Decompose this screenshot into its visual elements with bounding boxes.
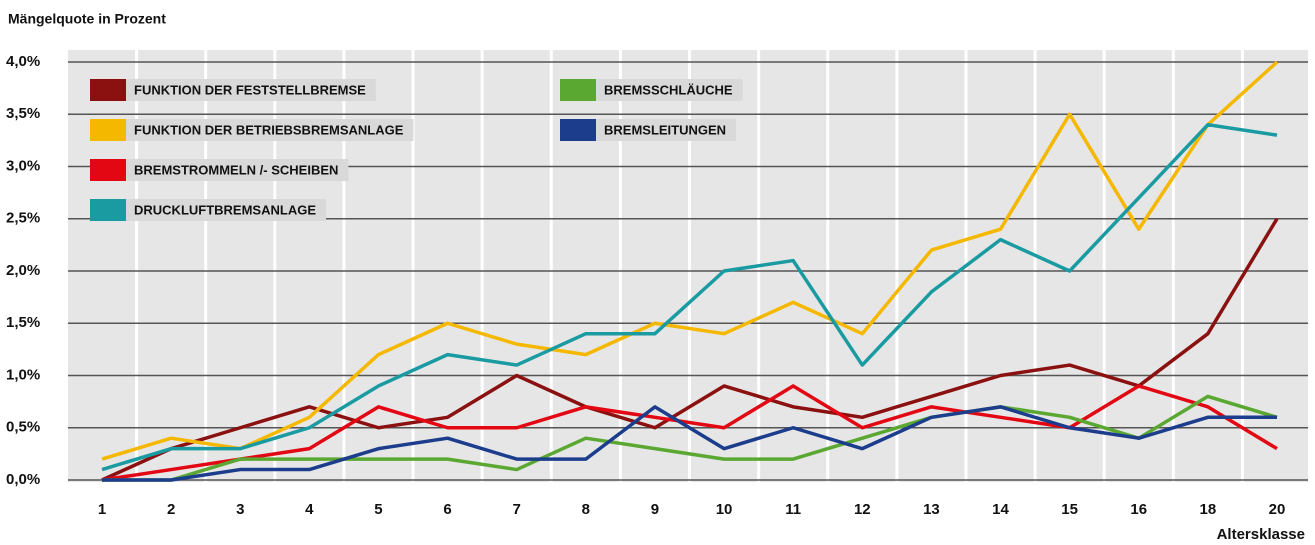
x-tick-label: 15 — [1061, 501, 1078, 518]
y-tick-label: 0,0% — [6, 471, 40, 488]
x-tick-label: 18 — [1200, 501, 1217, 518]
legend-label: FUNKTION DER BETRIEBSBREMSANLAGE — [134, 122, 404, 137]
legend-item: BREMSSCHLÄUCHE — [560, 79, 743, 101]
series-line — [102, 405, 1277, 482]
legend-item: DRUCKLUFTBREMSANLAGE — [90, 199, 326, 221]
y-tick-label: 4,0% — [6, 53, 40, 70]
legend-swatch — [90, 79, 126, 101]
legend-item: FUNKTION DER BETRIEBSBREMSANLAGE — [90, 119, 414, 141]
y-tick-label: 1,0% — [6, 366, 40, 383]
legend-box — [124, 119, 414, 141]
legend-swatch — [560, 79, 596, 101]
legend-box — [124, 159, 349, 181]
x-tick-label: 16 — [1130, 501, 1147, 518]
legend-box — [124, 79, 376, 101]
x-tick-label: 7 — [513, 501, 521, 518]
y-tick-label: 3,5% — [6, 105, 40, 122]
x-tick-label: 20 — [1269, 501, 1286, 518]
legend-label: BREMSSCHLÄUCHE — [604, 82, 733, 97]
x-tick-label: 2 — [167, 501, 175, 518]
x-tick-label: 14 — [992, 501, 1009, 518]
legend-item: BREMSTROMMELN /- SCHEIBEN — [90, 159, 349, 181]
x-tick-label: 4 — [305, 501, 314, 518]
series-line — [101, 122, 1278, 472]
legend-item: BREMSLEITUNGEN — [560, 119, 737, 141]
y-tick-label: 2,5% — [6, 210, 40, 227]
legend-box — [124, 199, 326, 221]
x-tick-label: 1 — [98, 501, 106, 518]
legend-box — [594, 119, 737, 141]
legend-label: BREMSTROMMELN /- SCHEIBEN — [134, 162, 338, 177]
legend-item: FUNKTION DER FESTSTELLBREMSE — [90, 79, 376, 101]
x-tick-label: 9 — [651, 501, 659, 518]
x-tick-label: 13 — [923, 501, 940, 518]
y-tick-label: 0,5% — [6, 419, 40, 436]
x-tick-label: 10 — [716, 501, 733, 518]
legend-swatch — [90, 119, 126, 141]
x-tick-label: 6 — [443, 501, 451, 518]
legend-label: FUNKTION DER FESTSTELLBREMSE — [134, 82, 366, 97]
series-line — [101, 217, 1279, 482]
x-tick-label: 8 — [582, 501, 590, 518]
y-axis-label: Mängelquote in Prozent — [8, 11, 166, 27]
series-line — [101, 60, 1279, 461]
y-tick-label: 1,5% — [6, 314, 40, 331]
x-tick-label: 5 — [374, 501, 382, 518]
legend: FUNKTION DER FESTSTELLBREMSE FUNKTION DER… — [90, 79, 743, 221]
series-line — [102, 394, 1278, 482]
x-tick-label: 12 — [854, 501, 871, 518]
legend-label: DRUCKLUFTBREMSANLAGE — [134, 202, 316, 217]
x-tick-label: 11 — [785, 501, 801, 518]
y-tick-label: 2,0% — [6, 262, 40, 279]
legend-swatch — [90, 159, 126, 181]
x-axis-label: Altersklasse — [1217, 526, 1305, 543]
legend-swatch — [90, 199, 126, 221]
x-tick-label: 3 — [236, 501, 244, 518]
legend-label: BREMSLEITUNGEN — [604, 122, 726, 137]
legend-box — [594, 79, 743, 101]
legend-swatch — [560, 119, 596, 141]
y-tick-label: 3,0% — [6, 157, 40, 174]
